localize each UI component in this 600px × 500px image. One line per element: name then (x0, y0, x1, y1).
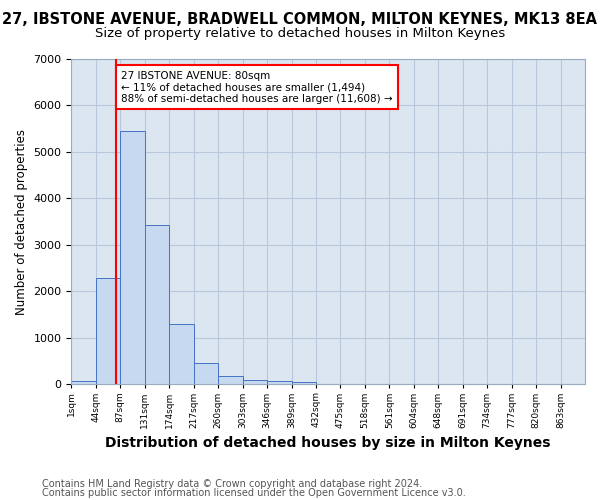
Bar (218, 376, 242, 384)
Text: Contains public sector information licensed under the Open Government Licence v3: Contains public sector information licen… (42, 488, 466, 498)
Bar (145, 225, 169, 384)
Bar (194, 364, 218, 384)
Bar (292, 382, 316, 384)
Bar (96, 278, 121, 384)
Bar (267, 381, 292, 384)
Text: 27 IBSTONE AVENUE: 80sqm
← 11% of detached houses are smaller (1,494)
88% of sem: 27 IBSTONE AVENUE: 80sqm ← 11% of detach… (121, 70, 393, 104)
Bar (71, 380, 96, 384)
X-axis label: Distribution of detached houses by size in Milton Keynes: Distribution of detached houses by size … (106, 436, 551, 450)
Text: Contains HM Land Registry data © Crown copyright and database right 2024.: Contains HM Land Registry data © Crown c… (42, 479, 422, 489)
Bar (169, 324, 194, 384)
Bar (121, 131, 145, 384)
Text: 27, IBSTONE AVENUE, BRADWELL COMMON, MILTON KEYNES, MK13 8EA: 27, IBSTONE AVENUE, BRADWELL COMMON, MIL… (2, 12, 598, 28)
Y-axis label: Number of detached properties: Number of detached properties (15, 128, 28, 314)
Bar (242, 380, 267, 384)
Text: Size of property relative to detached houses in Milton Keynes: Size of property relative to detached ho… (95, 28, 505, 40)
